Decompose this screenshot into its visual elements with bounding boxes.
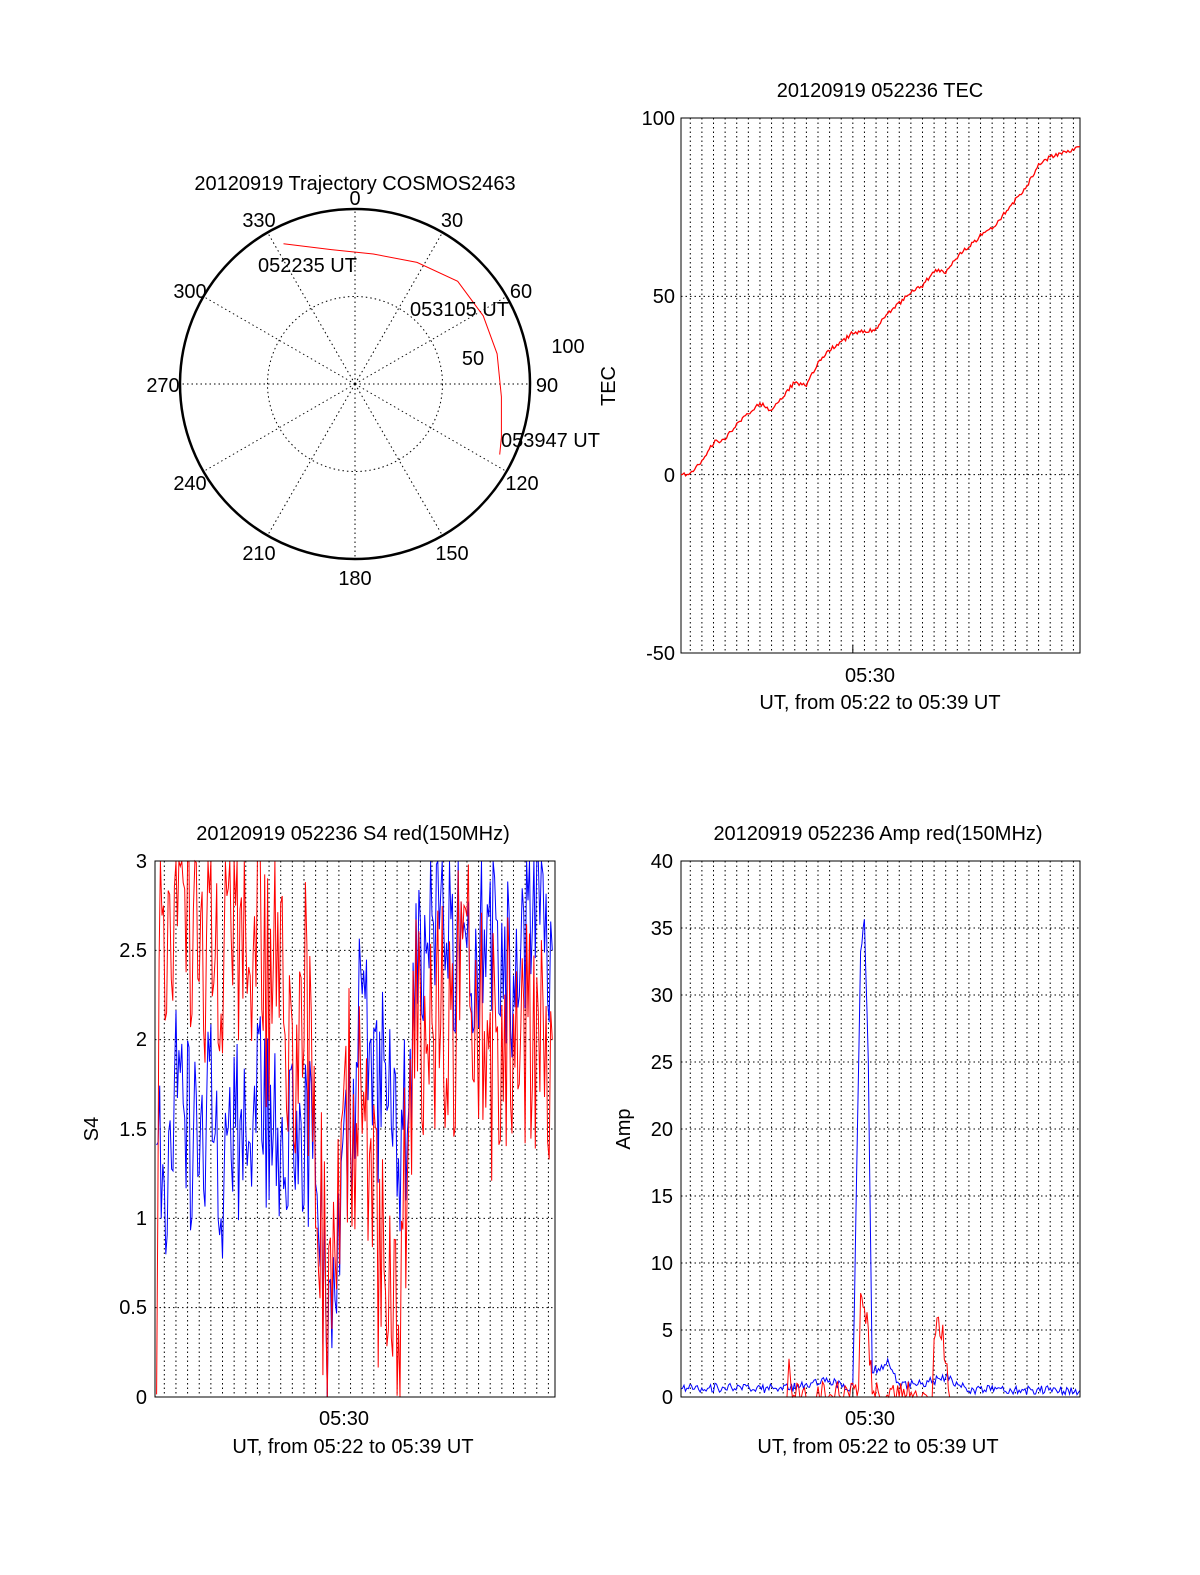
amp-plot-frame [680,860,1081,1398]
azimuth-label: 270 [146,375,179,397]
azimuth-label: 60 [510,281,532,303]
x-tick-label: 05:30 [845,1408,895,1430]
azimuth-label: 30 [441,210,463,232]
y-tick-label: 5 [662,1320,673,1342]
trajectory-panel: 20120919 Trajectory COSMOS2463 0 30 60 9… [146,173,620,590]
polar-outer-circle [178,207,532,561]
y-tick-label: 100 [642,108,675,130]
azimuth-label: 300 [173,281,206,303]
polar-spoke [203,383,356,472]
tec-plot-frame [680,117,1081,654]
x-axis-label: UT, from 05:22 to 05:39 UT [232,1436,473,1458]
y-tick-label: 30 [651,985,673,1007]
polar-labels: 0 30 60 90 120 150 180 210 240 270 300 3… [146,188,584,590]
x-axis-label: UT, from 05:22 to 05:39 UT [759,692,1000,714]
azimuth-label: 150 [435,543,468,565]
azimuth-label: 240 [173,473,206,495]
y-tick-label: 2 [136,1029,147,1051]
tec-panel: 20120919 052236 TEC 100 50 0 -50 05:30 U… [642,80,1081,714]
y-tick-label: 20 [651,1119,673,1141]
y-axis-label: S4 [81,1117,103,1141]
x-axis-label: UT, from 05:22 to 05:39 UT [757,1436,998,1458]
s4-plot-frame [154,860,556,1398]
y-tick-label: 2.5 [119,940,147,962]
y-tick-label: 40 [651,851,673,873]
azimuth-label: 90 [536,375,558,397]
polar-grid [180,209,530,559]
trajectory-start-label: 052235 UT [258,255,357,277]
amp-blue-series [680,919,1081,1397]
y-tick-label: 10 [651,1253,673,1275]
trajectory-side-label: TEC [598,366,620,406]
y-tick-label: 3 [136,851,147,873]
azimuth-label: 0 [349,188,360,210]
polar-spoke [267,383,356,536]
x-tick-label: 05:30 [845,665,895,687]
y-tick-label: 0 [664,465,675,487]
tec-series-line [680,145,1081,477]
x-tick-label: 05:30 [319,1408,369,1430]
azimuth-label: 330 [242,210,275,232]
y-axis-label: Amp [613,1108,635,1149]
y-tick-label: 35 [651,918,673,940]
y-tick-label: 0 [136,1387,147,1409]
amp-red-series [786,1292,951,1399]
polar-ring-50 [267,296,443,472]
y-tick-label: 50 [653,286,675,308]
y-tick-label: 0.5 [119,1297,147,1319]
trajectory-end-label: 053947 UT [501,430,600,452]
amp-plot-area [680,919,1081,1399]
trajectory-mid-label: 053105 UT [410,299,509,321]
amp-grid [681,860,1080,1398]
radial-label: 100 [551,336,584,358]
amp-title: 20120919 052236 Amp red(150MHz) [713,823,1042,845]
azimuth-label: 180 [338,568,371,590]
y-tick-label: 25 [651,1052,673,1074]
radial-label: 50 [462,348,484,370]
y-tick-label: 15 [651,1186,673,1208]
y-tick-label: 1.5 [119,1119,147,1141]
s4-panel: 20120919 052236 S4 red(150MHz) 3 2.5 2 1… [81,823,556,1458]
tec-title: 20120919 052236 TEC [777,80,983,102]
trajectory-line [283,243,502,455]
y-tick-label: 0 [662,1387,673,1409]
s4-blue-series [156,860,553,1398]
tec-grid [681,117,1080,654]
azimuth-label: 120 [505,473,538,495]
s4-red-series [156,859,553,1398]
s4-title: 20120919 052236 S4 red(150MHz) [196,823,510,845]
y-tick-label: -50 [646,643,675,665]
s4-plot-area [156,859,553,1398]
amp-panel: 20120919 052236 Amp red(150MHz) 40 35 30… [613,823,1081,1458]
trajectory-title: 20120919 Trajectory COSMOS2463 [194,173,515,195]
y-tick-label: 1 [136,1208,147,1230]
azimuth-label: 210 [242,543,275,565]
